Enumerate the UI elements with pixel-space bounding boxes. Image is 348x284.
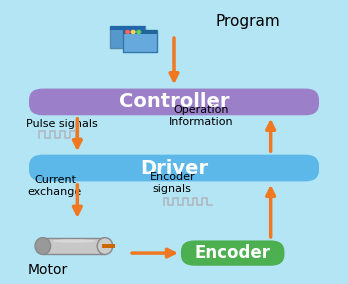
Ellipse shape <box>35 238 50 254</box>
Text: Pulse signals: Pulse signals <box>26 119 98 129</box>
Text: Motor: Motor <box>28 263 68 277</box>
FancyBboxPatch shape <box>110 26 145 48</box>
Bar <box>123 30 157 34</box>
Circle shape <box>137 30 141 34</box>
Text: Program: Program <box>215 14 280 29</box>
Bar <box>43 238 105 254</box>
Circle shape <box>126 30 129 34</box>
FancyBboxPatch shape <box>123 30 157 52</box>
Bar <box>110 26 145 30</box>
Bar <box>102 244 115 248</box>
Text: Controller: Controller <box>119 92 229 111</box>
Circle shape <box>131 30 135 34</box>
FancyBboxPatch shape <box>181 241 284 266</box>
Text: Encoder: Encoder <box>195 244 271 262</box>
Text: Driver: Driver <box>140 158 208 178</box>
FancyBboxPatch shape <box>29 89 319 115</box>
Ellipse shape <box>52 239 96 243</box>
Text: Current
exchange: Current exchange <box>28 175 82 197</box>
Text: Operation
Information: Operation Information <box>169 105 234 127</box>
Ellipse shape <box>97 238 113 254</box>
Text: Encoder
signals: Encoder signals <box>149 172 195 194</box>
Bar <box>43 238 105 254</box>
FancyBboxPatch shape <box>29 155 319 181</box>
